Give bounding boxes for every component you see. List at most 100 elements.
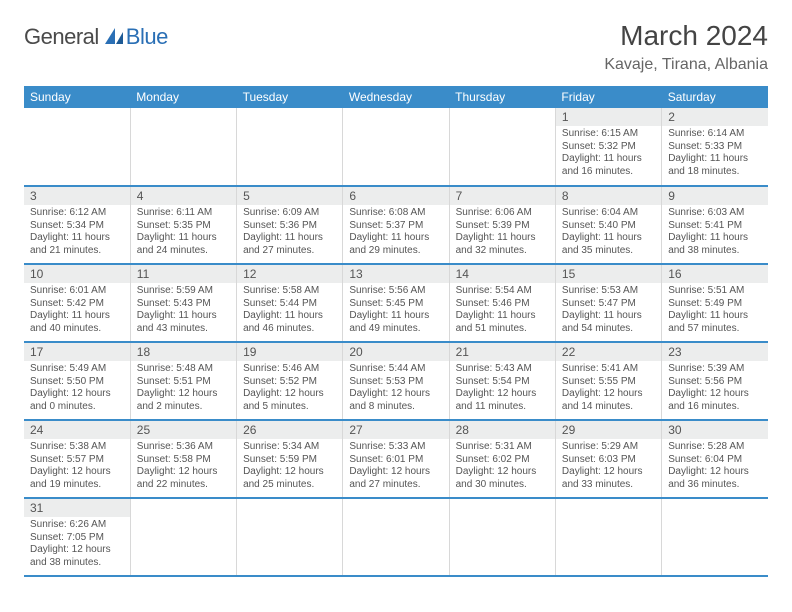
day-details: Sunrise: 5:38 AMSunset: 5:57 PMDaylight:… — [24, 439, 130, 495]
daylight-text-2: and 0 minutes. — [30, 401, 124, 414]
sunrise-text: Sunrise: 5:29 AM — [562, 441, 655, 454]
day-number: 7 — [450, 187, 555, 205]
sunset-text: Sunset: 5:35 PM — [137, 220, 230, 233]
day-number: 26 — [237, 421, 342, 439]
sunrise-text: Sunrise: 5:53 AM — [562, 285, 655, 298]
day-details: Sunrise: 5:31 AMSunset: 6:02 PMDaylight:… — [450, 439, 555, 495]
day-details: Sunrise: 5:33 AMSunset: 6:01 PMDaylight:… — [343, 439, 448, 495]
daylight-text-1: Daylight: 11 hours — [349, 310, 442, 323]
sunset-text: Sunset: 5:34 PM — [30, 220, 124, 233]
day-cell: 10Sunrise: 6:01 AMSunset: 5:42 PMDayligh… — [24, 264, 130, 342]
day-details: Sunrise: 6:03 AMSunset: 5:41 PMDaylight:… — [662, 205, 768, 261]
sunrise-text: Sunrise: 5:43 AM — [456, 363, 549, 376]
header-right: March 2024 Kavaje, Tirana, Albania — [604, 20, 768, 74]
day-cell — [237, 498, 343, 576]
daylight-text-1: Daylight: 12 hours — [562, 466, 655, 479]
day-cell: 21Sunrise: 5:43 AMSunset: 5:54 PMDayligh… — [449, 342, 555, 420]
daylight-text-2: and 38 minutes. — [30, 557, 124, 570]
daylight-text-2: and 38 minutes. — [668, 245, 762, 258]
sunset-text: Sunset: 5:50 PM — [30, 376, 124, 389]
daylight-text-1: Daylight: 12 hours — [30, 544, 124, 557]
day-details: Sunrise: 5:48 AMSunset: 5:51 PMDaylight:… — [131, 361, 236, 417]
sunset-text: Sunset: 5:59 PM — [243, 454, 336, 467]
sunrise-text: Sunrise: 5:39 AM — [668, 363, 762, 376]
sunrise-text: Sunrise: 6:03 AM — [668, 207, 762, 220]
daylight-text-2: and 2 minutes. — [137, 401, 230, 414]
day-number: 3 — [24, 187, 130, 205]
daylight-text-2: and 22 minutes. — [137, 479, 230, 492]
day-details: Sunrise: 5:44 AMSunset: 5:53 PMDaylight:… — [343, 361, 448, 417]
daylight-text-2: and 36 minutes. — [668, 479, 762, 492]
sunset-text: Sunset: 5:32 PM — [562, 141, 655, 154]
day-cell: 30Sunrise: 5:28 AMSunset: 6:04 PMDayligh… — [662, 420, 768, 498]
day-number-empty — [237, 499, 342, 517]
daylight-text-2: and 25 minutes. — [243, 479, 336, 492]
day-cell: 14Sunrise: 5:54 AMSunset: 5:46 PMDayligh… — [449, 264, 555, 342]
day-details: Sunrise: 6:15 AMSunset: 5:32 PMDaylight:… — [556, 126, 661, 182]
day-number: 5 — [237, 187, 342, 205]
sunset-text: Sunset: 5:57 PM — [30, 454, 124, 467]
sunset-text: Sunset: 6:02 PM — [456, 454, 549, 467]
daylight-text-2: and 32 minutes. — [456, 245, 549, 258]
daylight-text-1: Daylight: 12 hours — [668, 388, 762, 401]
day-cell — [449, 498, 555, 576]
sunrise-text: Sunrise: 6:08 AM — [349, 207, 442, 220]
day-cell — [237, 108, 343, 186]
day-cell: 11Sunrise: 5:59 AMSunset: 5:43 PMDayligh… — [130, 264, 236, 342]
day-cell — [343, 498, 449, 576]
sunset-text: Sunset: 6:04 PM — [668, 454, 762, 467]
day-number: 28 — [450, 421, 555, 439]
daylight-text-2: and 54 minutes. — [562, 323, 655, 336]
day-cell — [343, 108, 449, 186]
logo: General Blue — [24, 24, 168, 50]
day-header-row: Sunday Monday Tuesday Wednesday Thursday… — [24, 86, 768, 108]
day-details: Sunrise: 5:49 AMSunset: 5:50 PMDaylight:… — [24, 361, 130, 417]
sunrise-text: Sunrise: 6:14 AM — [668, 128, 762, 141]
sunrise-text: Sunrise: 5:59 AM — [137, 285, 230, 298]
sunrise-text: Sunrise: 5:33 AM — [349, 441, 442, 454]
daylight-text-2: and 16 minutes. — [562, 166, 655, 179]
dayhead-mon: Monday — [130, 86, 236, 108]
daylight-text-1: Daylight: 11 hours — [349, 232, 442, 245]
sunset-text: Sunset: 5:40 PM — [562, 220, 655, 233]
day-number-empty — [450, 499, 555, 517]
day-number: 8 — [556, 187, 661, 205]
day-cell: 26Sunrise: 5:34 AMSunset: 5:59 PMDayligh… — [237, 420, 343, 498]
daylight-text-1: Daylight: 12 hours — [243, 388, 336, 401]
calendar-table: Sunday Monday Tuesday Wednesday Thursday… — [24, 86, 768, 577]
daylight-text-1: Daylight: 12 hours — [243, 466, 336, 479]
day-number: 17 — [24, 343, 130, 361]
day-details: Sunrise: 6:06 AMSunset: 5:39 PMDaylight:… — [450, 205, 555, 261]
day-number: 30 — [662, 421, 768, 439]
sunset-text: Sunset: 6:01 PM — [349, 454, 442, 467]
daylight-text-2: and 27 minutes. — [243, 245, 336, 258]
day-number-empty — [343, 499, 448, 517]
daylight-text-1: Daylight: 12 hours — [137, 466, 230, 479]
day-cell: 16Sunrise: 5:51 AMSunset: 5:49 PMDayligh… — [662, 264, 768, 342]
day-number: 2 — [662, 108, 768, 126]
sunrise-text: Sunrise: 5:44 AM — [349, 363, 442, 376]
header: General Blue March 2024 Kavaje, Tirana, … — [24, 20, 768, 74]
daylight-text-1: Daylight: 11 hours — [30, 310, 124, 323]
daylight-text-2: and 21 minutes. — [30, 245, 124, 258]
day-number-empty — [24, 108, 130, 126]
day-cell: 7Sunrise: 6:06 AMSunset: 5:39 PMDaylight… — [449, 186, 555, 264]
dayhead-fri: Friday — [555, 86, 661, 108]
dayhead-thu: Thursday — [449, 86, 555, 108]
day-number: 22 — [556, 343, 661, 361]
sunrise-text: Sunrise: 5:28 AM — [668, 441, 762, 454]
day-number-empty — [662, 499, 768, 517]
daylight-text-1: Daylight: 12 hours — [349, 466, 442, 479]
daylight-text-2: and 27 minutes. — [349, 479, 442, 492]
day-details: Sunrise: 6:14 AMSunset: 5:33 PMDaylight:… — [662, 126, 768, 182]
day-details: Sunrise: 5:43 AMSunset: 5:54 PMDaylight:… — [450, 361, 555, 417]
sunrise-text: Sunrise: 5:49 AM — [30, 363, 124, 376]
sunset-text: Sunset: 5:42 PM — [30, 298, 124, 311]
sunrise-text: Sunrise: 5:38 AM — [30, 441, 124, 454]
daylight-text-1: Daylight: 11 hours — [137, 310, 230, 323]
week-row: 1Sunrise: 6:15 AMSunset: 5:32 PMDaylight… — [24, 108, 768, 186]
sunset-text: Sunset: 5:36 PM — [243, 220, 336, 233]
day-cell — [24, 108, 130, 186]
day-cell: 17Sunrise: 5:49 AMSunset: 5:50 PMDayligh… — [24, 342, 130, 420]
week-row: 10Sunrise: 6:01 AMSunset: 5:42 PMDayligh… — [24, 264, 768, 342]
